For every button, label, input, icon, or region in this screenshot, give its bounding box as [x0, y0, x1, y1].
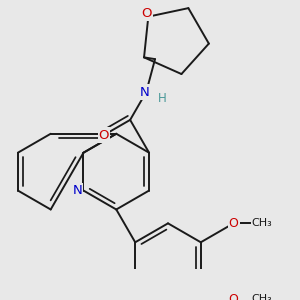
Text: H: H — [158, 92, 167, 105]
Text: O: O — [229, 292, 238, 300]
Text: O: O — [229, 217, 238, 230]
Text: O: O — [99, 128, 109, 142]
Text: N: N — [139, 85, 149, 98]
Text: CH₃: CH₃ — [252, 218, 272, 228]
Text: N: N — [73, 184, 82, 197]
Text: CH₃: CH₃ — [252, 294, 272, 300]
Text: O: O — [141, 7, 152, 20]
